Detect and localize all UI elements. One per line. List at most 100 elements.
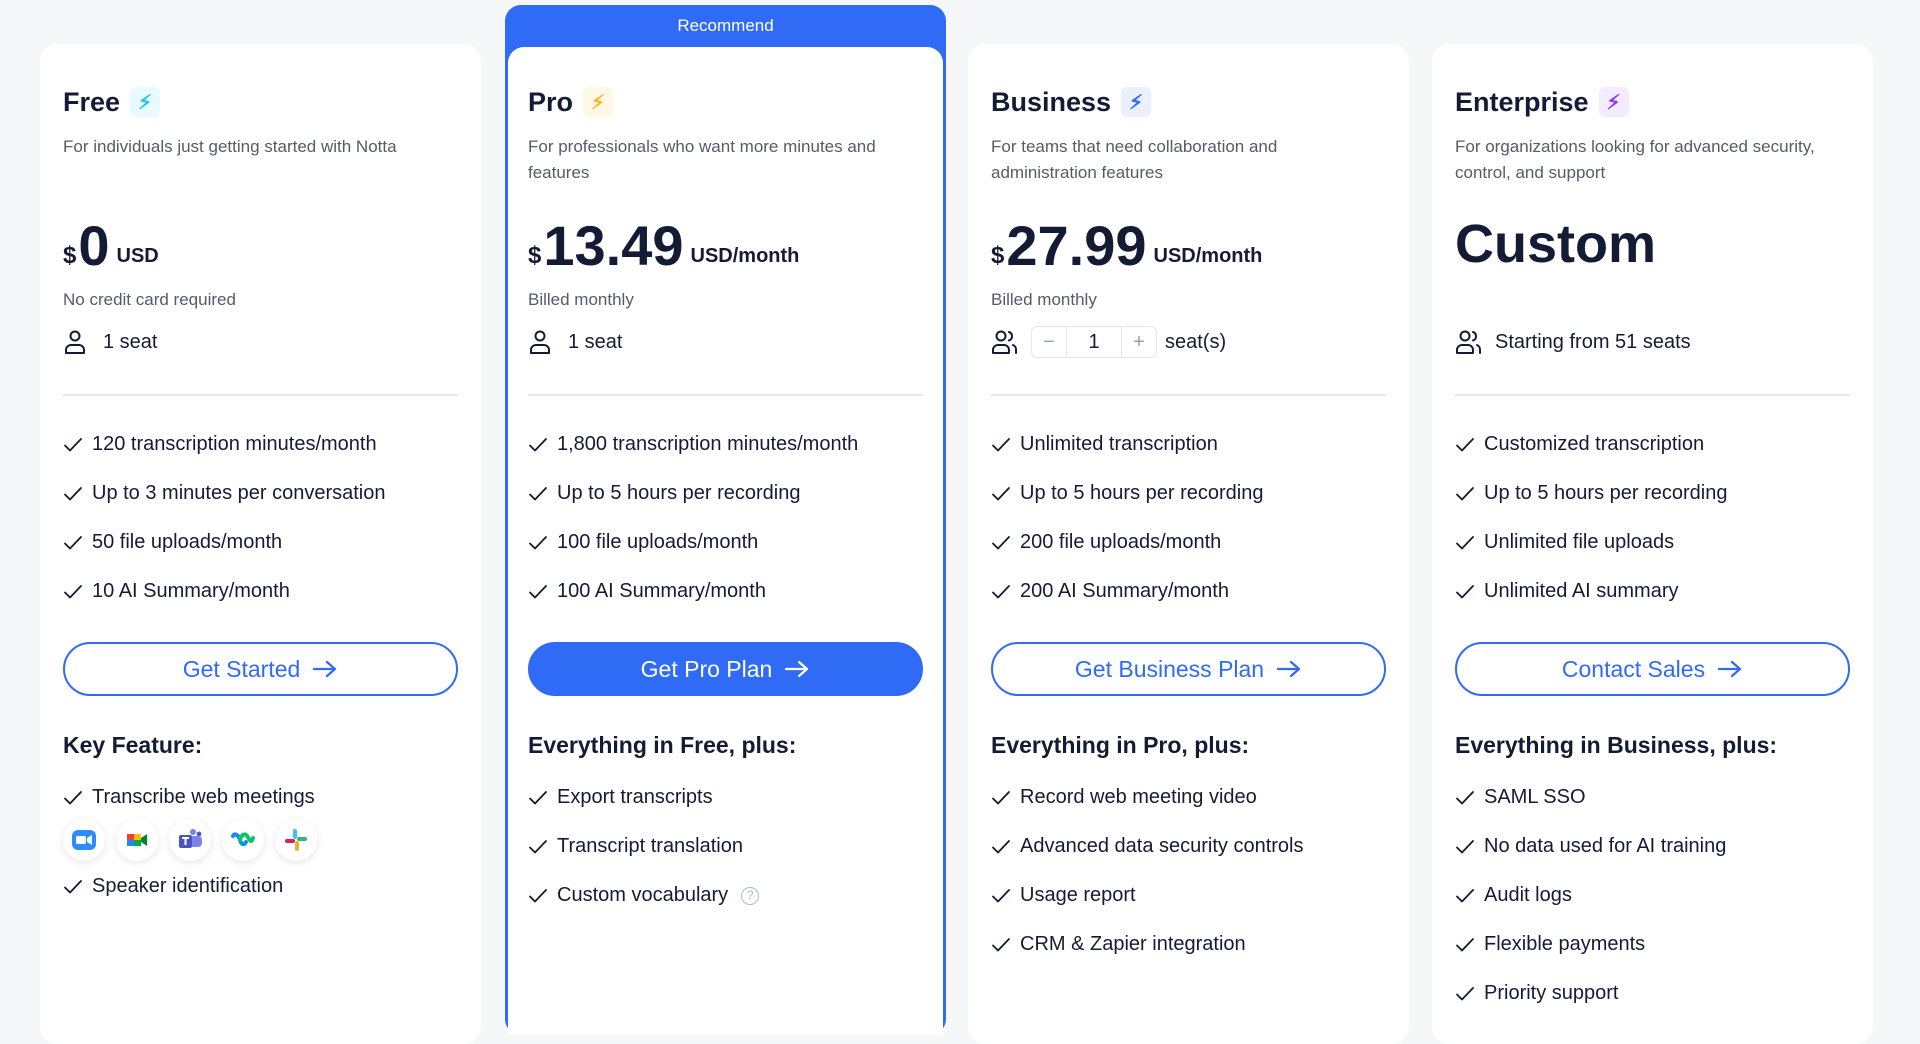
feature-text: 10 AI Summary/month (92, 580, 290, 602)
feature-list: Customized transcription Up to 5 hours p… (1455, 420, 1850, 616)
check-icon (1455, 886, 1475, 906)
check-icon (528, 837, 548, 857)
decrement-button[interactable]: − (1043, 330, 1055, 353)
help-icon[interactable]: ? (741, 886, 760, 905)
check-icon (991, 935, 1011, 955)
bolt-icon: ⚡︎ (130, 87, 161, 117)
price-unit: USD/month (690, 245, 800, 267)
feature-text: Custom vocabulary (557, 884, 729, 906)
feature-item: Flexible payments (1455, 920, 1850, 969)
check-icon (528, 533, 548, 553)
feature-text: 100 AI Summary/month (557, 580, 766, 602)
feature-item: Advanced data security controls (991, 822, 1386, 871)
plan-name: Free (63, 86, 121, 117)
check-icon (1455, 788, 1475, 808)
feature-item: Speaker identification (63, 862, 458, 911)
check-icon (528, 886, 548, 906)
check-icon (1455, 935, 1475, 955)
feature-item: 100 AI Summary/month (528, 567, 923, 616)
plan-title: Enterprise ⚡︎ (1455, 84, 1850, 120)
feature-item: Transcribe web meetings (63, 773, 458, 822)
plan-card-free: Free ⚡︎ For individuals just getting star… (40, 44, 481, 1044)
check-icon (991, 484, 1011, 504)
check-icon (1455, 484, 1475, 504)
user-icon (63, 328, 91, 356)
feature-item: Export transcripts (528, 773, 923, 822)
feature-item: 1,800 transcription minutes/month (528, 420, 923, 469)
section-title: Everything in Business, plus: (1455, 732, 1778, 758)
seat-suffix: seat(s) (1165, 330, 1227, 353)
plan-price: $13.49 USD/month (528, 212, 923, 276)
feature-item: SAML SSO (1455, 773, 1850, 822)
feature-item: Unlimited transcription (991, 420, 1386, 469)
check-icon (63, 533, 83, 553)
arrow-right-icon (784, 659, 810, 679)
arrow-right-icon (1717, 659, 1743, 679)
check-icon (528, 788, 548, 808)
get-started-button[interactable]: Get Started (63, 642, 458, 696)
check-icon (991, 788, 1011, 808)
get-business-plan-button[interactable]: Get Business Plan (991, 642, 1386, 696)
increment-button[interactable]: + (1133, 330, 1145, 353)
section-title: Key Feature: (63, 732, 203, 758)
plan-name: Pro (528, 86, 574, 117)
check-icon (63, 435, 83, 455)
recommend-badge: Recommend (677, 16, 774, 35)
user-icon (528, 328, 556, 356)
bolt-icon: ⚡︎ (583, 87, 614, 117)
seat-label: 1 seat (568, 330, 623, 353)
button-label: Contact Sales (1561, 655, 1706, 682)
feature-text: Audit logs (1484, 884, 1572, 906)
feature-text: No data used for AI training (1484, 835, 1727, 857)
contact-sales-button[interactable]: Contact Sales (1455, 642, 1850, 696)
seat-info: −1 + seat(s) (991, 326, 1386, 358)
feature-text: Record web meeting video (1020, 786, 1257, 808)
divider (1455, 394, 1850, 396)
plan-title: Business ⚡︎ (991, 84, 1386, 120)
feature-text: CRM & Zapier integration (1020, 933, 1246, 955)
feature-list: 120 transcription minutes/month Up to 3 … (63, 420, 458, 616)
feature-item: Up to 5 hours per recording (528, 469, 923, 518)
check-icon (991, 435, 1011, 455)
arrow-right-icon (1276, 659, 1302, 679)
check-icon (63, 582, 83, 602)
feature-text: Speaker identification (92, 875, 284, 897)
bolt-icon: ⚡︎ (1121, 87, 1152, 117)
price-unit: USD (116, 245, 159, 267)
feature-text: Up to 5 hours per recording (1484, 482, 1728, 504)
plan-card-pro: Recommend Pro ⚡︎ For professionals who wa… (505, 5, 946, 1035)
get-pro-plan-button[interactable]: Get Pro Plan (528, 642, 923, 696)
zoom-icon (63, 819, 105, 861)
currency: $ (63, 242, 77, 269)
currency: $ (528, 242, 542, 269)
seat-info: 1 seat (63, 326, 458, 358)
feature-text: 50 file uploads/month (92, 531, 283, 553)
feature-item: Unlimited file uploads (1455, 518, 1850, 567)
feature-text: Export transcripts (557, 786, 713, 808)
plan-card-business: Business ⚡︎ For teams that need collabora… (968, 44, 1409, 1044)
plan-title: Pro ⚡︎ (528, 84, 923, 120)
extra-feature-list: Transcribe web meetings Speaker identifi… (63, 773, 458, 911)
feature-item: Unlimited AI summary (1455, 567, 1850, 616)
feature-text: Unlimited AI summary (1484, 580, 1679, 602)
check-icon (528, 582, 548, 602)
feature-item: Audit logs (1455, 871, 1850, 920)
plan-name: Business (991, 86, 1112, 117)
price-custom: Custom (1455, 214, 1656, 274)
feature-list: Unlimited transcription Up to 5 hours pe… (991, 420, 1386, 616)
price-amount: 0 (78, 214, 110, 277)
feature-item: 100 file uploads/month (528, 518, 923, 567)
check-icon (991, 533, 1011, 553)
plan-name: Enterprise (1455, 86, 1589, 117)
button-label: Get Pro Plan (640, 655, 773, 682)
feature-item: 50 file uploads/month (63, 518, 458, 567)
plan-title: Free ⚡︎ (63, 84, 458, 120)
price-amount: 27.99 (1006, 214, 1147, 277)
price-unit: USD/month (1153, 245, 1263, 267)
seat-count-input[interactable]: 1 (1066, 327, 1122, 357)
feature-item: Custom vocabulary? (528, 871, 923, 920)
check-icon (991, 837, 1011, 857)
price-note: Billed monthly (991, 290, 1097, 309)
feature-item: Priority support (1455, 969, 1850, 1018)
check-icon (63, 877, 83, 897)
